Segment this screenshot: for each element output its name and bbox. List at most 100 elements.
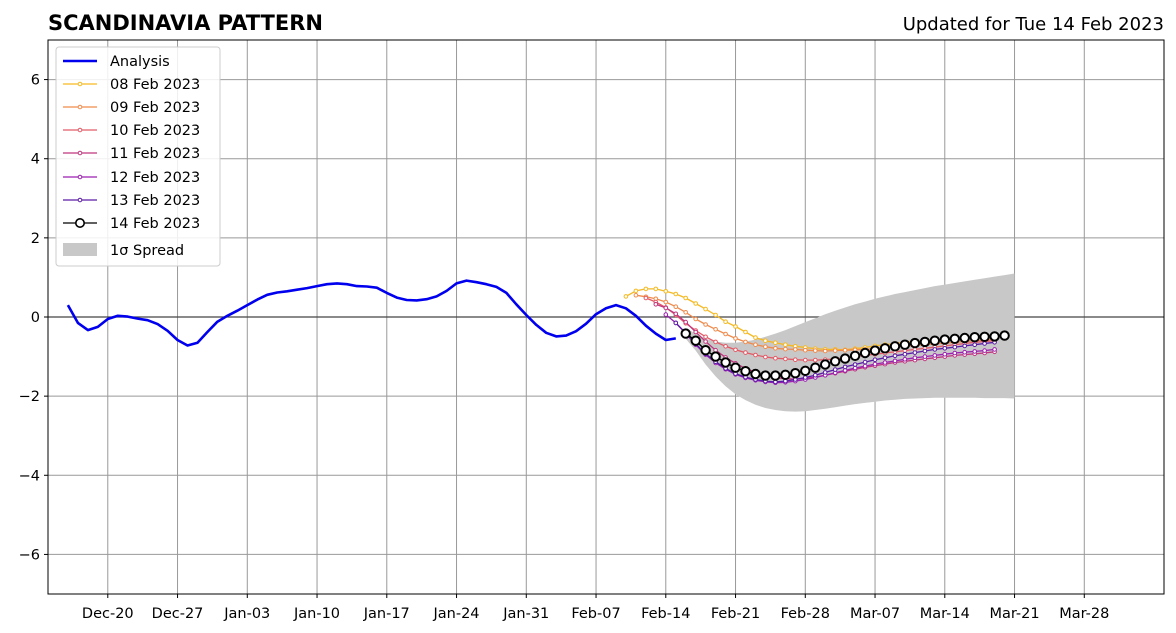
- forecast-point: [693, 316, 699, 322]
- forecast-point: [720, 357, 731, 368]
- forecast-point: [653, 302, 659, 307]
- x-tick-label: Feb-14: [641, 606, 690, 622]
- forecast-point: [663, 289, 669, 294]
- legend-label-spread: 1σ Spread: [110, 243, 184, 259]
- forecast-point: [713, 327, 718, 332]
- forecast-point: [889, 341, 901, 352]
- forecast-point: [922, 348, 928, 354]
- forecast-point: [740, 366, 751, 377]
- legend-label-11-feb: 11 Feb 2023: [110, 146, 200, 162]
- forecast-point: [822, 370, 828, 375]
- forecast-point: [862, 359, 868, 365]
- forecast-point: [763, 354, 768, 360]
- forecast-point: [733, 324, 738, 329]
- forecast-point: [673, 320, 679, 326]
- legend-entry-10-feb: 10 Feb 2023: [63, 123, 200, 139]
- forecast-point: [643, 286, 649, 292]
- forecast-point: [852, 362, 858, 367]
- legend-label-13-feb: 13 Feb 2023: [110, 193, 200, 209]
- forecast-point: [942, 346, 948, 351]
- chart-title: SCANDINAVIA PATTERN: [48, 11, 323, 35]
- forecast-point: [872, 357, 878, 363]
- forecast-point: [842, 364, 848, 370]
- forecast-point: [882, 355, 888, 361]
- x-tick-label: Dec-20: [82, 606, 134, 622]
- forecast-point: [623, 294, 629, 299]
- forecast-point: [972, 349, 978, 354]
- forecast-point: [813, 348, 818, 353]
- forecast-point: [673, 311, 679, 317]
- forecast-point: [790, 368, 801, 379]
- forecast-point: [760, 370, 771, 381]
- forecast-point: [882, 360, 888, 365]
- forecast-point: [859, 347, 871, 359]
- forecast-point: [919, 336, 931, 348]
- forecast-point: [763, 344, 768, 350]
- y-tick-label: 6: [31, 73, 40, 89]
- legend-marker-10-feb: [77, 127, 83, 133]
- legend-marker-13-feb: [77, 197, 83, 203]
- forecast-point: [832, 348, 838, 353]
- y-tick-label: 2: [31, 231, 40, 247]
- forecast-point: [783, 356, 788, 362]
- forecast-point: [822, 348, 828, 354]
- forecast-point: [912, 355, 918, 361]
- forecast-point: [723, 319, 728, 325]
- legend-label-08-feb: 08 Feb 2023: [110, 77, 200, 93]
- forecast-point: [743, 339, 748, 345]
- forecast-point: [703, 339, 708, 344]
- legend-entry-spread: 1σ Spread: [63, 243, 184, 259]
- y-tick-label: 4: [31, 152, 40, 168]
- forecast-point: [680, 328, 691, 339]
- forecast-point: [902, 351, 908, 357]
- forecast-14-feb-2023: [680, 328, 1010, 381]
- forecast-point: [989, 331, 1000, 342]
- forecast-point: [813, 372, 818, 378]
- forecast-point: [713, 339, 718, 345]
- forecast-point: [952, 344, 958, 350]
- legend-box: [55, 46, 221, 267]
- plot-frame: [47, 39, 1165, 595]
- forecast-point: [932, 347, 938, 352]
- forecast-point: [962, 349, 968, 355]
- forecast-point: [982, 348, 987, 353]
- forecast-point: [723, 344, 728, 349]
- forecast-point: [773, 355, 778, 361]
- forecast-point: [803, 357, 808, 363]
- forecast-point: [899, 339, 911, 350]
- forecast-point: [633, 292, 639, 298]
- forecast-point: [663, 299, 669, 305]
- forecast-point: [949, 333, 960, 344]
- forecast-point: [862, 363, 868, 369]
- legend-label-12-feb: 12 Feb 2023: [110, 170, 200, 186]
- forecast-point: [999, 330, 1010, 341]
- legend-marker-09-feb: [77, 104, 83, 110]
- x-tick-label: Mar-07: [850, 606, 900, 622]
- forecast-point: [793, 357, 798, 363]
- axes: −6 −4 −2 0 2 4 6 Dec-20 Dec-27 Jan-03 Jan-10 Jan-17…: [19, 39, 1165, 622]
- forecast-point: [753, 335, 758, 340]
- forecast-point: [633, 288, 639, 294]
- x-tick-label: Jan-17: [363, 606, 410, 622]
- forecast-point: [733, 347, 738, 353]
- y-tick-label: −4: [19, 468, 40, 484]
- forecast-point: [939, 334, 950, 345]
- x-tick-label: Feb-07: [571, 606, 620, 622]
- legend-label-09-feb: 09 Feb 2023: [110, 100, 200, 116]
- legend: Analysis 08 Feb 2023 09 Feb 2023 10 Feb …: [55, 46, 221, 267]
- legend-entry-08-feb: 08 Feb 2023: [63, 77, 200, 93]
- chart-subtitle: Updated for Tue 14 Feb 2023: [903, 14, 1164, 35]
- forecast-point: [942, 351, 948, 357]
- x-tick-label: Feb-21: [711, 606, 760, 622]
- forecast-point: [743, 350, 748, 355]
- forecast-series: [623, 286, 1010, 386]
- forecast-point: [770, 370, 781, 381]
- forecast-point: [879, 343, 891, 354]
- forecast-point: [710, 351, 721, 362]
- forecast-point: [982, 341, 987, 346]
- forecast-point: [780, 369, 791, 380]
- legend-entry-09-feb: 09 Feb 2023: [63, 100, 200, 116]
- forecast-point: [673, 304, 679, 310]
- forecast-point: [972, 342, 978, 348]
